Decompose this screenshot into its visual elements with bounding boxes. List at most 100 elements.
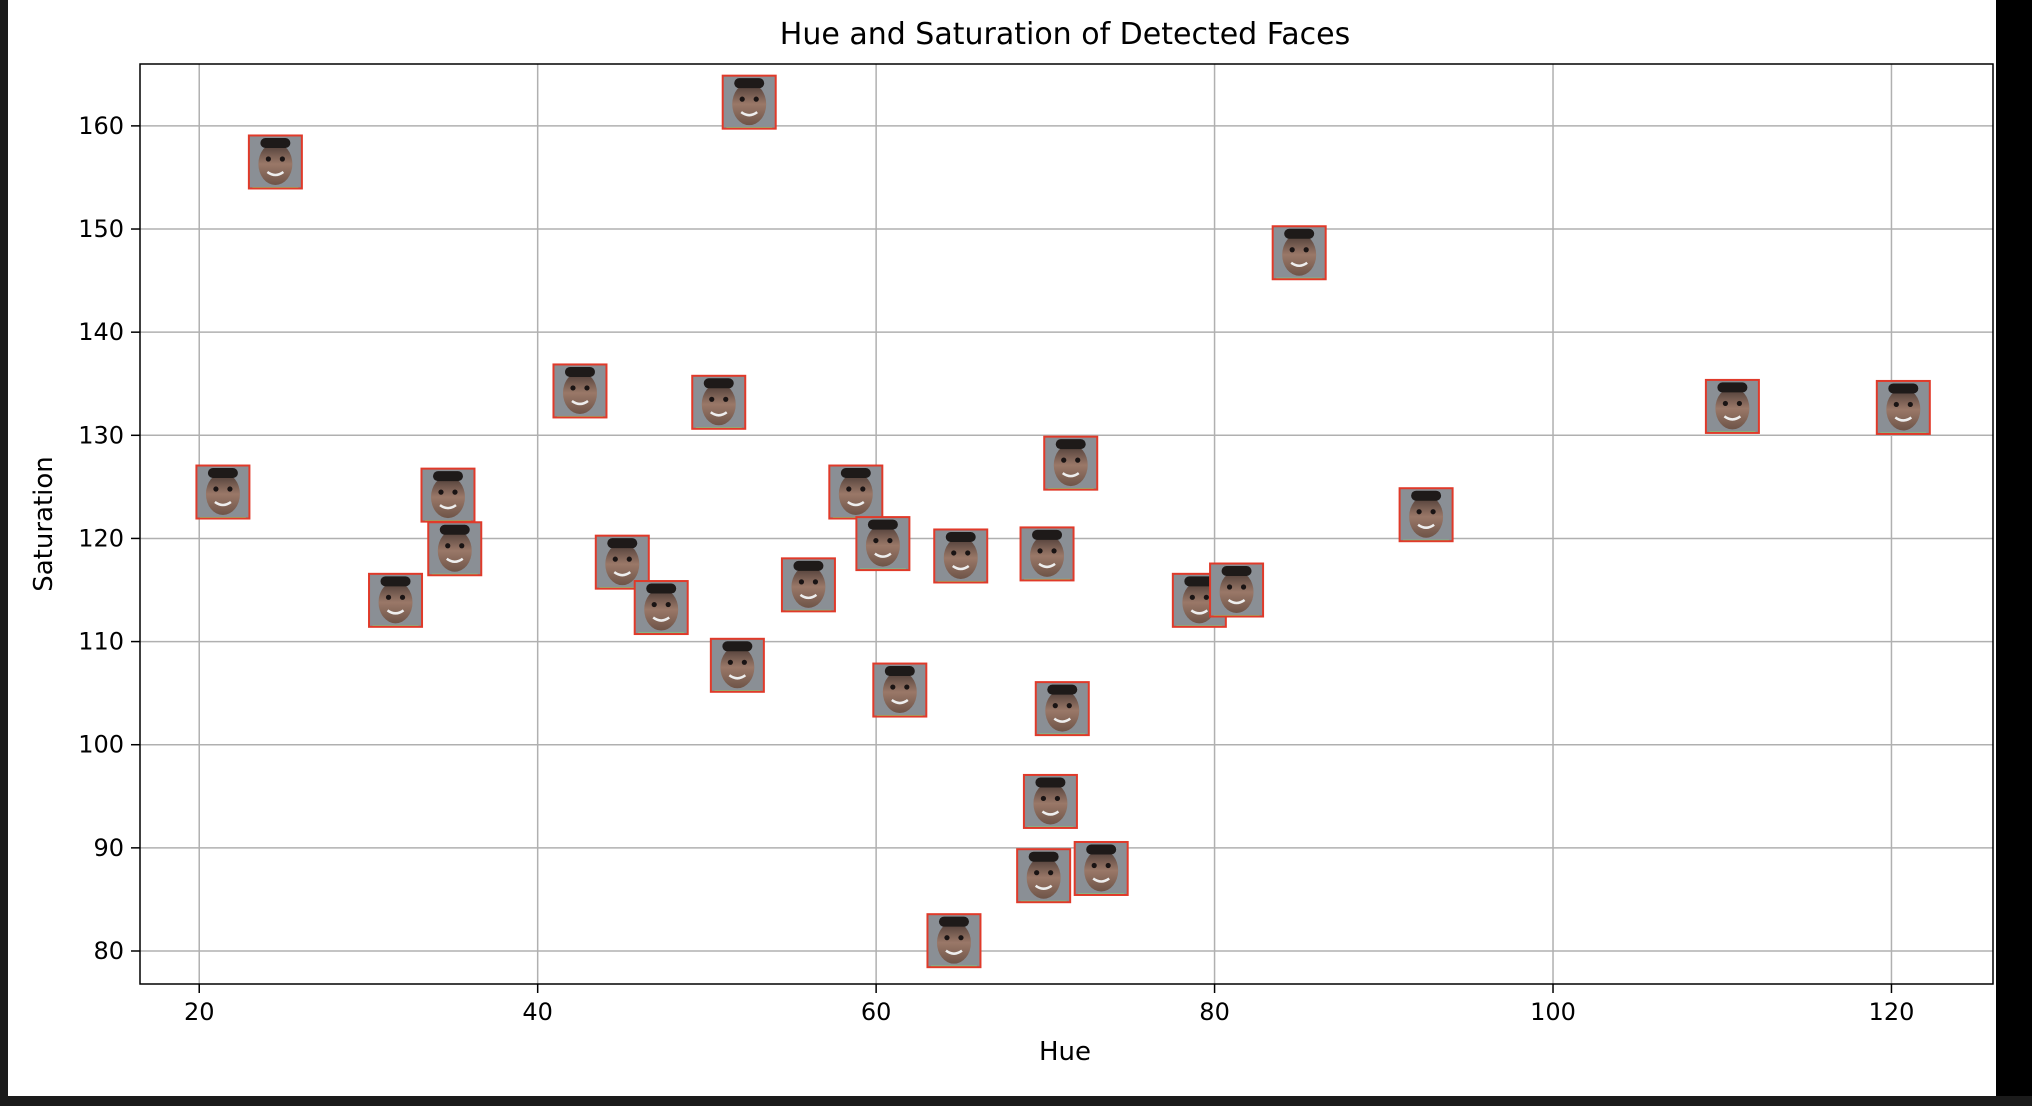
y-tick-label: 150 <box>78 215 124 243</box>
face-eye <box>1226 584 1233 590</box>
face-shape <box>1084 849 1119 892</box>
face-mouth <box>1227 598 1246 605</box>
face-mouth <box>439 504 457 510</box>
face-eye <box>1907 401 1913 408</box>
face-eye <box>812 579 819 585</box>
face-mouth <box>571 399 589 406</box>
face-mouth <box>652 616 670 622</box>
face-mouth <box>1723 415 1742 421</box>
face-eye <box>445 543 451 549</box>
face-mouth <box>799 593 818 600</box>
face-marker <box>1019 526 1075 582</box>
face-border <box>1016 848 1072 904</box>
face-hair <box>1888 383 1919 394</box>
face-eye <box>665 601 671 608</box>
x-tick-label: 120 <box>1869 998 1915 1026</box>
face-eye <box>1105 862 1111 869</box>
face-shape <box>732 83 767 126</box>
face-eye <box>213 486 219 492</box>
face-marker <box>1022 773 1078 829</box>
face-border <box>721 74 777 130</box>
x-tick-label: 100 <box>1530 998 1576 1026</box>
face-shape <box>701 383 736 426</box>
face-eye <box>1189 594 1195 600</box>
face-eye <box>1893 401 1899 408</box>
face-mouth <box>1061 472 1080 478</box>
face-border <box>594 534 650 590</box>
face-eye <box>1051 548 1057 554</box>
face-hair <box>1035 777 1066 788</box>
face-marker <box>552 363 608 419</box>
face-eye <box>1722 400 1728 407</box>
face-hair <box>1086 844 1117 855</box>
face-shape <box>258 142 293 185</box>
x-tick-label: 80 <box>1199 998 1230 1026</box>
face-eye <box>709 396 715 402</box>
face-marker <box>1209 562 1265 618</box>
face-hair <box>646 583 677 594</box>
face-mouth <box>709 411 728 417</box>
face-eye <box>1040 795 1047 802</box>
face-border <box>1019 526 1075 582</box>
face-shape <box>720 646 755 689</box>
face-eye <box>1054 795 1061 802</box>
face-marker <box>828 464 884 520</box>
face-eye <box>1048 870 1054 876</box>
face-hair <box>1055 439 1086 450</box>
data-points <box>195 74 1931 969</box>
face-border <box>1271 225 1327 281</box>
face-mouth <box>951 564 970 571</box>
face-marker <box>1073 840 1129 896</box>
face-shape <box>1033 782 1068 825</box>
face-mouth <box>1041 810 1060 816</box>
face-eye <box>873 537 879 544</box>
x-tick-label: 20 <box>184 998 215 1026</box>
face-hair <box>1284 228 1315 239</box>
face-eye <box>904 684 910 690</box>
x-tick-label: 40 <box>522 998 553 1026</box>
face-hair <box>938 916 969 927</box>
window-edge <box>1996 0 2032 1106</box>
face-eye <box>1203 594 1209 600</box>
face-eye <box>1034 870 1040 876</box>
face-shape <box>838 473 873 516</box>
window-edge-bottom <box>0 1096 2032 1106</box>
face-hair <box>260 137 291 148</box>
face-mouth <box>728 674 747 680</box>
face-mouth <box>1038 562 1056 569</box>
face-marker <box>1398 487 1454 543</box>
face-mouth <box>1894 416 1913 422</box>
face-eye <box>1736 400 1742 407</box>
face-shape <box>1219 571 1254 614</box>
face-eye <box>727 659 733 665</box>
face-border <box>247 134 303 190</box>
face-shape <box>1026 856 1061 899</box>
face-border <box>1043 435 1099 491</box>
face-eye <box>399 594 406 600</box>
face-mouth <box>1290 261 1308 267</box>
face-eye <box>651 601 657 608</box>
face-hair <box>607 538 638 549</box>
face-marker <box>247 134 303 190</box>
face-eye <box>227 486 233 492</box>
face-hair <box>840 468 871 479</box>
face-shape <box>1409 495 1444 538</box>
face-marker <box>1043 435 1099 491</box>
face-hair <box>734 78 765 89</box>
face-border <box>1034 681 1090 737</box>
face-mouth <box>386 609 405 615</box>
face-marker <box>855 516 911 572</box>
face-mouth <box>740 111 758 117</box>
face-marker <box>420 467 476 523</box>
face-hair <box>432 471 463 482</box>
face-shape <box>1715 387 1750 430</box>
face-eye <box>846 486 852 492</box>
face-marker <box>691 374 747 430</box>
face-shape <box>1045 689 1080 732</box>
face-mouth <box>1053 717 1072 723</box>
face-eye <box>612 556 618 562</box>
y-tick-label: 100 <box>78 731 124 759</box>
face-shape <box>378 581 413 624</box>
face-eye <box>1430 509 1436 515</box>
face-marker <box>1271 225 1327 281</box>
